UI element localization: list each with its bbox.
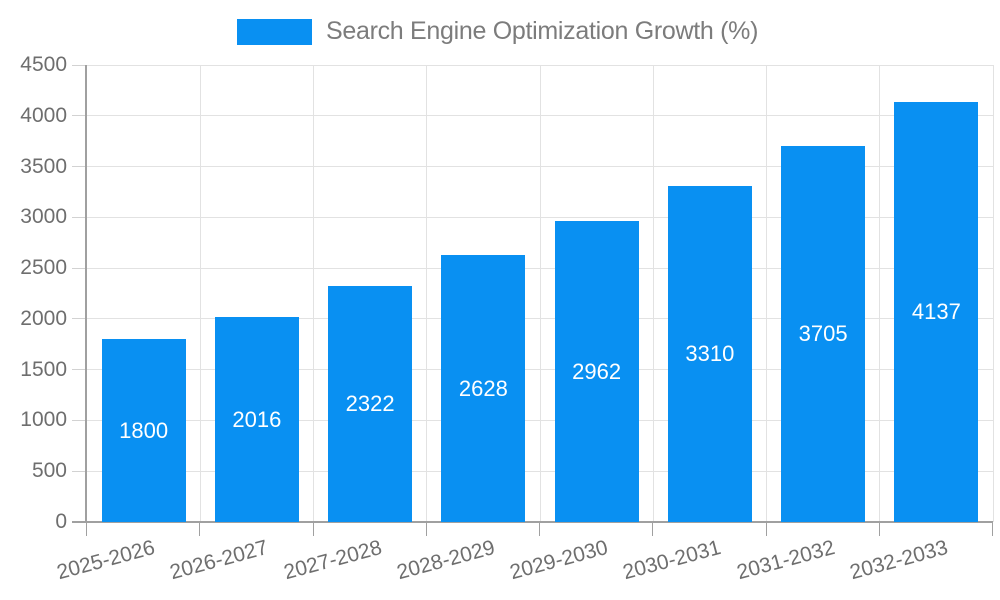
x-tick <box>878 522 880 536</box>
y-tick <box>72 470 87 472</box>
x-category-label: 2028-2029 <box>394 536 498 585</box>
x-gridline <box>199 65 201 522</box>
x-category-label: 2029-2030 <box>507 536 611 585</box>
y-tick-label: 500 <box>31 459 67 483</box>
x-gridline <box>426 65 428 522</box>
x-gridline <box>766 65 767 522</box>
y-tick <box>72 369 87 371</box>
bar-value-label: 4137 <box>911 298 961 324</box>
x-category-label: 2030-2031 <box>620 536 724 585</box>
x-gridline <box>313 65 314 522</box>
bar-2026-2027[interactable] <box>214 317 299 522</box>
x-gridline <box>652 65 654 522</box>
x-category-label: 2026-2027 <box>167 536 271 585</box>
x-tick <box>312 522 314 536</box>
x-tick <box>539 522 540 536</box>
y-tick-label: 1000 <box>20 408 67 432</box>
y-tick <box>72 115 87 117</box>
bar-value-label: 3310 <box>685 340 735 366</box>
x-tick <box>992 522 993 536</box>
y-tick-label: 4500 <box>20 53 67 76</box>
x-axis-line <box>72 521 993 523</box>
bar-2032-2033[interactable] <box>894 101 979 522</box>
x-tick <box>652 522 654 536</box>
x-tick <box>86 522 87 536</box>
x-category-label: 2025-2026 <box>54 536 158 585</box>
bar-value-label: 2962 <box>572 358 622 384</box>
y-tick <box>72 419 87 421</box>
y-tick <box>72 166 87 168</box>
bar-2027-2028[interactable] <box>328 286 413 522</box>
x-category-label: 2032-2033 <box>847 536 951 585</box>
bar-2025-2026[interactable] <box>101 339 186 522</box>
y-tick-label: 2000 <box>20 306 67 330</box>
y-tick-label: 0 <box>55 510 67 533</box>
bar-value-label: 2628 <box>458 375 508 401</box>
x-category-label: 2031-2032 <box>734 536 838 585</box>
bar-2031-2032[interactable] <box>781 145 866 522</box>
x-gridline <box>992 65 994 522</box>
bar-2030-2031[interactable] <box>667 185 752 522</box>
legend-item[interactable]: Search Engine Optimization Growth (%) <box>237 18 758 45</box>
y-tick <box>72 216 87 218</box>
y-tick-label: 3500 <box>20 154 67 178</box>
y-tick <box>72 267 87 269</box>
y-tick-label: 3000 <box>20 205 67 229</box>
legend-label: Search Engine Optimization Growth (%) <box>326 17 759 45</box>
x-tick <box>199 522 201 536</box>
x-tick <box>765 522 767 536</box>
bar-value-label: 1800 <box>119 417 169 443</box>
y-tick-label: 1500 <box>20 357 67 381</box>
bar-value-label: 2016 <box>232 406 282 432</box>
y-axis-line <box>85 65 87 522</box>
y-tick <box>72 64 87 66</box>
y-tick-label: 4000 <box>20 103 67 127</box>
bar-value-label: 3705 <box>798 320 848 346</box>
x-category-label: 2027-2028 <box>281 536 385 585</box>
bar-2029-2030[interactable] <box>554 221 639 522</box>
bar-2028-2029[interactable] <box>441 255 526 522</box>
x-gridline <box>539 65 541 522</box>
y-tick <box>72 318 87 320</box>
legend-swatch-icon <box>237 18 312 45</box>
y-tick-label: 2500 <box>20 256 67 280</box>
x-tick <box>425 522 427 536</box>
x-gridline <box>879 65 881 522</box>
bar-value-label: 2322 <box>345 391 395 417</box>
